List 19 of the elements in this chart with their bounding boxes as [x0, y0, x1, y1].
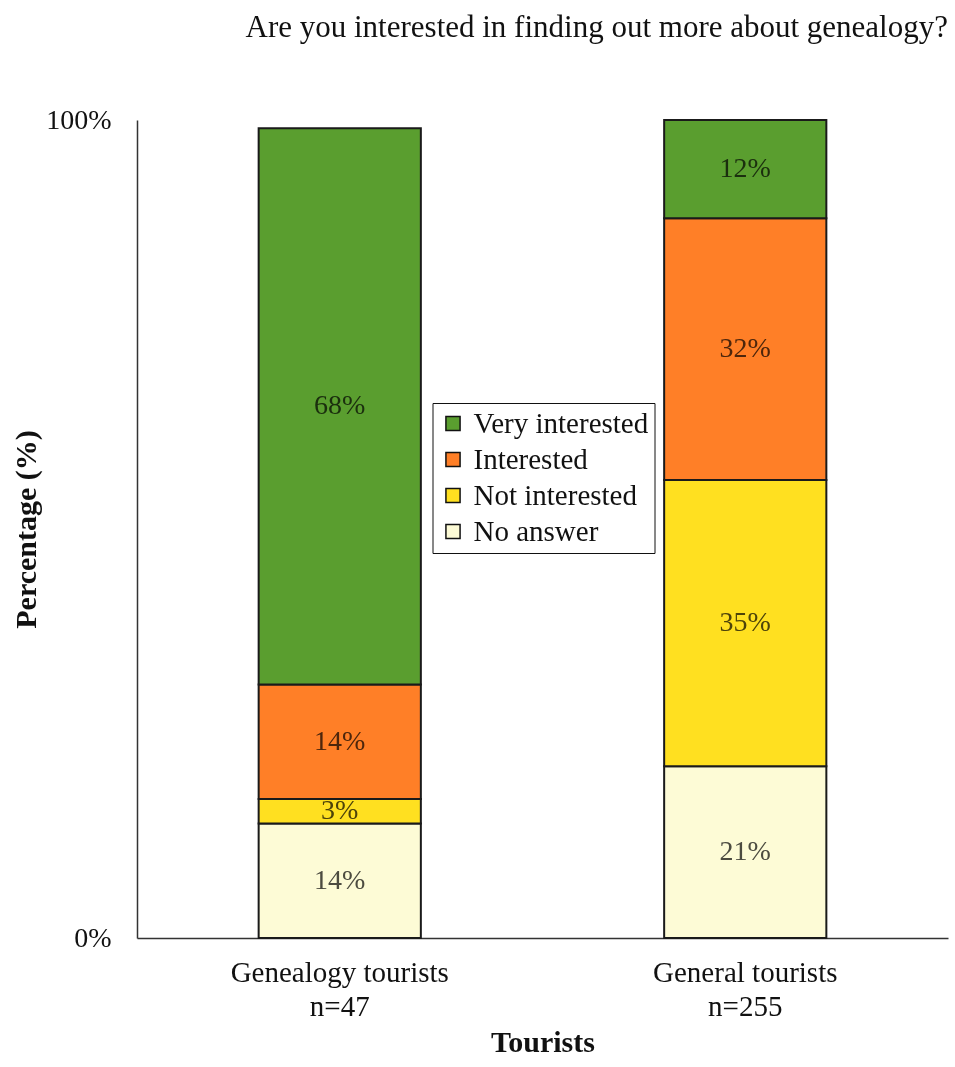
x-axis-title: Tourists	[491, 1024, 595, 1058]
y-tick-label: 0%	[74, 921, 112, 953]
data-label: 35%	[719, 606, 771, 638]
data-label: 14%	[314, 724, 366, 756]
data-label: 14%	[314, 863, 366, 895]
data-label: 21%	[719, 835, 771, 867]
data-label: 32%	[719, 332, 771, 364]
legend-label: No answer	[473, 514, 599, 547]
y-tick-label: 100%	[46, 103, 112, 135]
y-axis-title: Percentage (%)	[9, 430, 44, 629]
data-label: 68%	[314, 389, 366, 421]
legend-label: Interested	[473, 442, 589, 475]
data-label: 3%	[321, 794, 359, 826]
chart-title: Are you interested in finding out more about genealogy?	[245, 9, 948, 44]
data-label: 12%	[719, 152, 771, 184]
x-tick-label: Genealogy tourists n=47	[230, 955, 449, 1022]
legend-label: Very interested	[473, 406, 649, 439]
x-tick-label: General tourists n=255	[653, 955, 838, 1022]
legend-label: Not interested	[473, 478, 638, 511]
